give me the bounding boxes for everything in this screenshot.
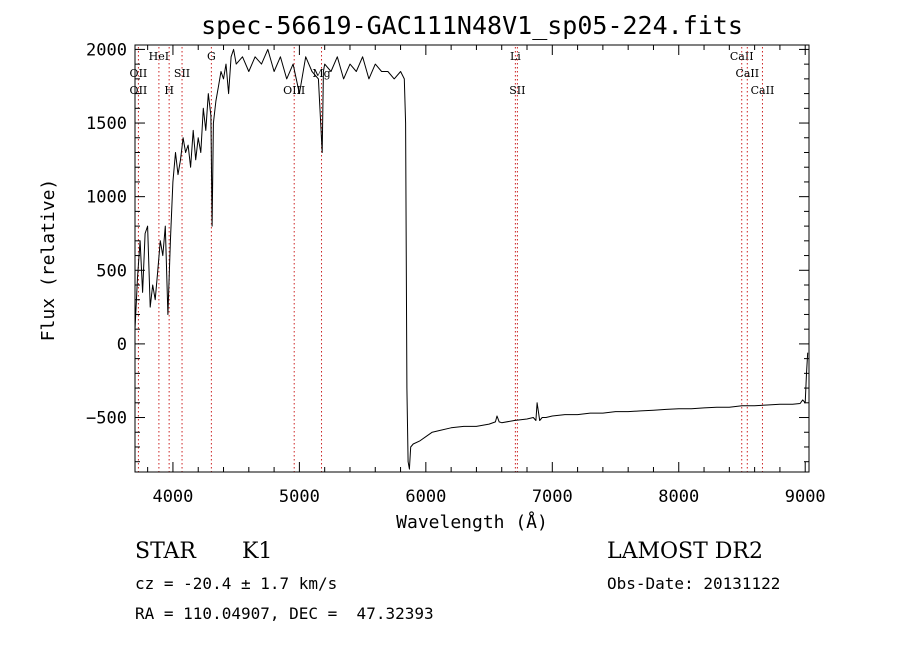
marker-label: HeI xyxy=(149,50,169,63)
axis-ticks: 4000 5000 6000 7000 8000 9000 −500 0 500 1000 1500… xyxy=(86,40,826,507)
class-label: STAR xyxy=(135,539,196,564)
marker-label: Li xyxy=(510,50,521,63)
chart-title: spec-56619-GAC111N48V1_sp05-224.fits xyxy=(201,11,743,40)
survey-label: LAMOST DR2 xyxy=(607,539,763,564)
spectrum-series xyxy=(134,48,809,470)
x-tick-label: 5000 xyxy=(279,487,320,507)
marker-label: OII xyxy=(130,67,148,80)
x-tick-label: 9000 xyxy=(785,487,826,507)
radec-label: RA = 110.04907, DEC = 47.32393 xyxy=(135,604,434,623)
marker-label: SII xyxy=(174,67,190,80)
subclass-label: K1 xyxy=(242,539,273,564)
plot-frame xyxy=(134,44,810,473)
marker-label: CaII xyxy=(735,67,759,80)
y-tick-label: 1000 xyxy=(86,188,127,208)
marker-label: OIII xyxy=(283,84,305,97)
x-tick-label: 4000 xyxy=(152,487,193,507)
x-tick-label: 8000 xyxy=(658,487,699,507)
cz-label: cz = -20.4 ± 1.7 km/s xyxy=(135,574,338,593)
x-tick-label: 7000 xyxy=(532,487,573,507)
spectrum-line xyxy=(134,48,809,470)
x-tick-label: 6000 xyxy=(405,487,446,507)
y-tick-label: 1500 xyxy=(86,114,127,134)
marker-label: CaII xyxy=(730,50,754,63)
marker-label: SII xyxy=(509,84,525,97)
obs-date-label: Obs-Date: 20131122 xyxy=(607,574,781,593)
marker-label: Mg xyxy=(312,67,330,80)
marker-label: CaII xyxy=(751,84,775,97)
marker-label: OII xyxy=(130,84,148,97)
marker-label: H xyxy=(164,84,174,97)
y-axis-label: Flux (relative) xyxy=(38,179,59,342)
y-tick-label: −500 xyxy=(86,409,127,429)
y-tick-label: 500 xyxy=(96,261,127,281)
x-axis-label: Wavelength (Å) xyxy=(396,511,548,533)
y-tick-label: 2000 xyxy=(86,40,127,60)
marker-label: G xyxy=(207,50,216,63)
y-tick-label: 0 xyxy=(117,335,127,355)
